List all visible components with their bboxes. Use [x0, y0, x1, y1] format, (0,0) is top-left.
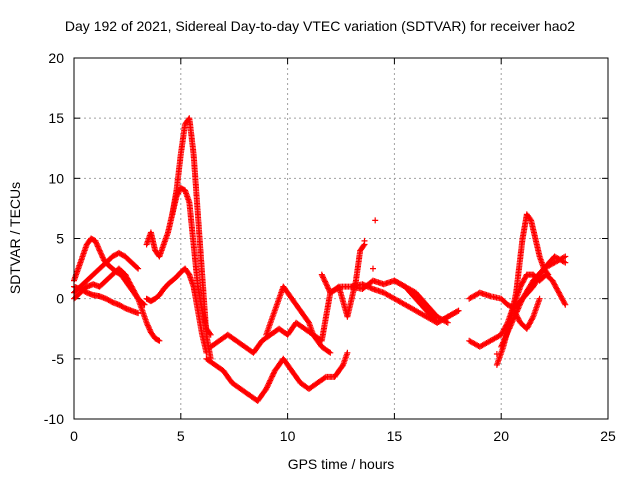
data-point [513, 311, 520, 318]
data-point [326, 349, 333, 355]
data-point [206, 330, 213, 337]
axis-ticks: 0 5 10 15 20 25 -10 -5 0 5 10 15 20 [44, 50, 616, 444]
data-point [560, 254, 567, 261]
data-point [550, 280, 557, 287]
y-tick-label: 5 [56, 231, 64, 247]
data-points [71, 115, 569, 404]
data-point [207, 331, 214, 338]
y-tick-label: -10 [44, 411, 64, 427]
data-point [360, 242, 367, 249]
data-point [141, 301, 148, 308]
data-point [134, 264, 140, 271]
data-point [336, 284, 343, 291]
y-tick-label: 0 [56, 291, 64, 307]
data-point [444, 319, 451, 326]
x-axis-label: GPS time / hours [287, 456, 395, 472]
data-point [493, 351, 500, 357]
data-point [536, 295, 543, 302]
data-point [344, 349, 351, 356]
data-point [443, 319, 450, 325]
data-point [558, 295, 565, 301]
data-point [562, 301, 569, 308]
x-tick-label: 25 [600, 428, 616, 444]
data-point [140, 300, 147, 307]
data-point [560, 299, 567, 305]
data-point [156, 337, 163, 344]
x-tick-label: 20 [493, 428, 509, 444]
data-point [555, 288, 562, 295]
y-tick-label: -5 [52, 351, 65, 367]
plot-frame [73, 57, 609, 420]
y-tick-label: 20 [48, 50, 64, 66]
data-point [455, 307, 462, 314]
data-point [321, 277, 328, 284]
data-point [361, 237, 368, 244]
x-tick-label: 0 [70, 428, 78, 444]
data-point [372, 217, 379, 224]
data-point [370, 265, 376, 272]
data-point [521, 275, 528, 282]
data-point [527, 216, 534, 223]
data-point [526, 320, 533, 327]
data-point [327, 349, 334, 356]
data-point [562, 253, 569, 260]
data-point [203, 349, 210, 356]
y-tick-label: 15 [48, 110, 64, 126]
x-tick-label: 5 [177, 428, 185, 444]
data-point [544, 270, 551, 277]
data-point [135, 310, 142, 317]
chart-title: Day 192 of 2021, Sidereal Day-to-day VTE… [64, 18, 576, 34]
x-tick-label: 10 [280, 428, 296, 444]
x-tick-label: 15 [387, 428, 403, 444]
data-point [545, 271, 552, 278]
data-point [321, 374, 328, 381]
data-point [122, 271, 129, 278]
data-point [135, 265, 142, 272]
y-tick-label: 10 [48, 170, 64, 186]
data-point [562, 259, 569, 266]
